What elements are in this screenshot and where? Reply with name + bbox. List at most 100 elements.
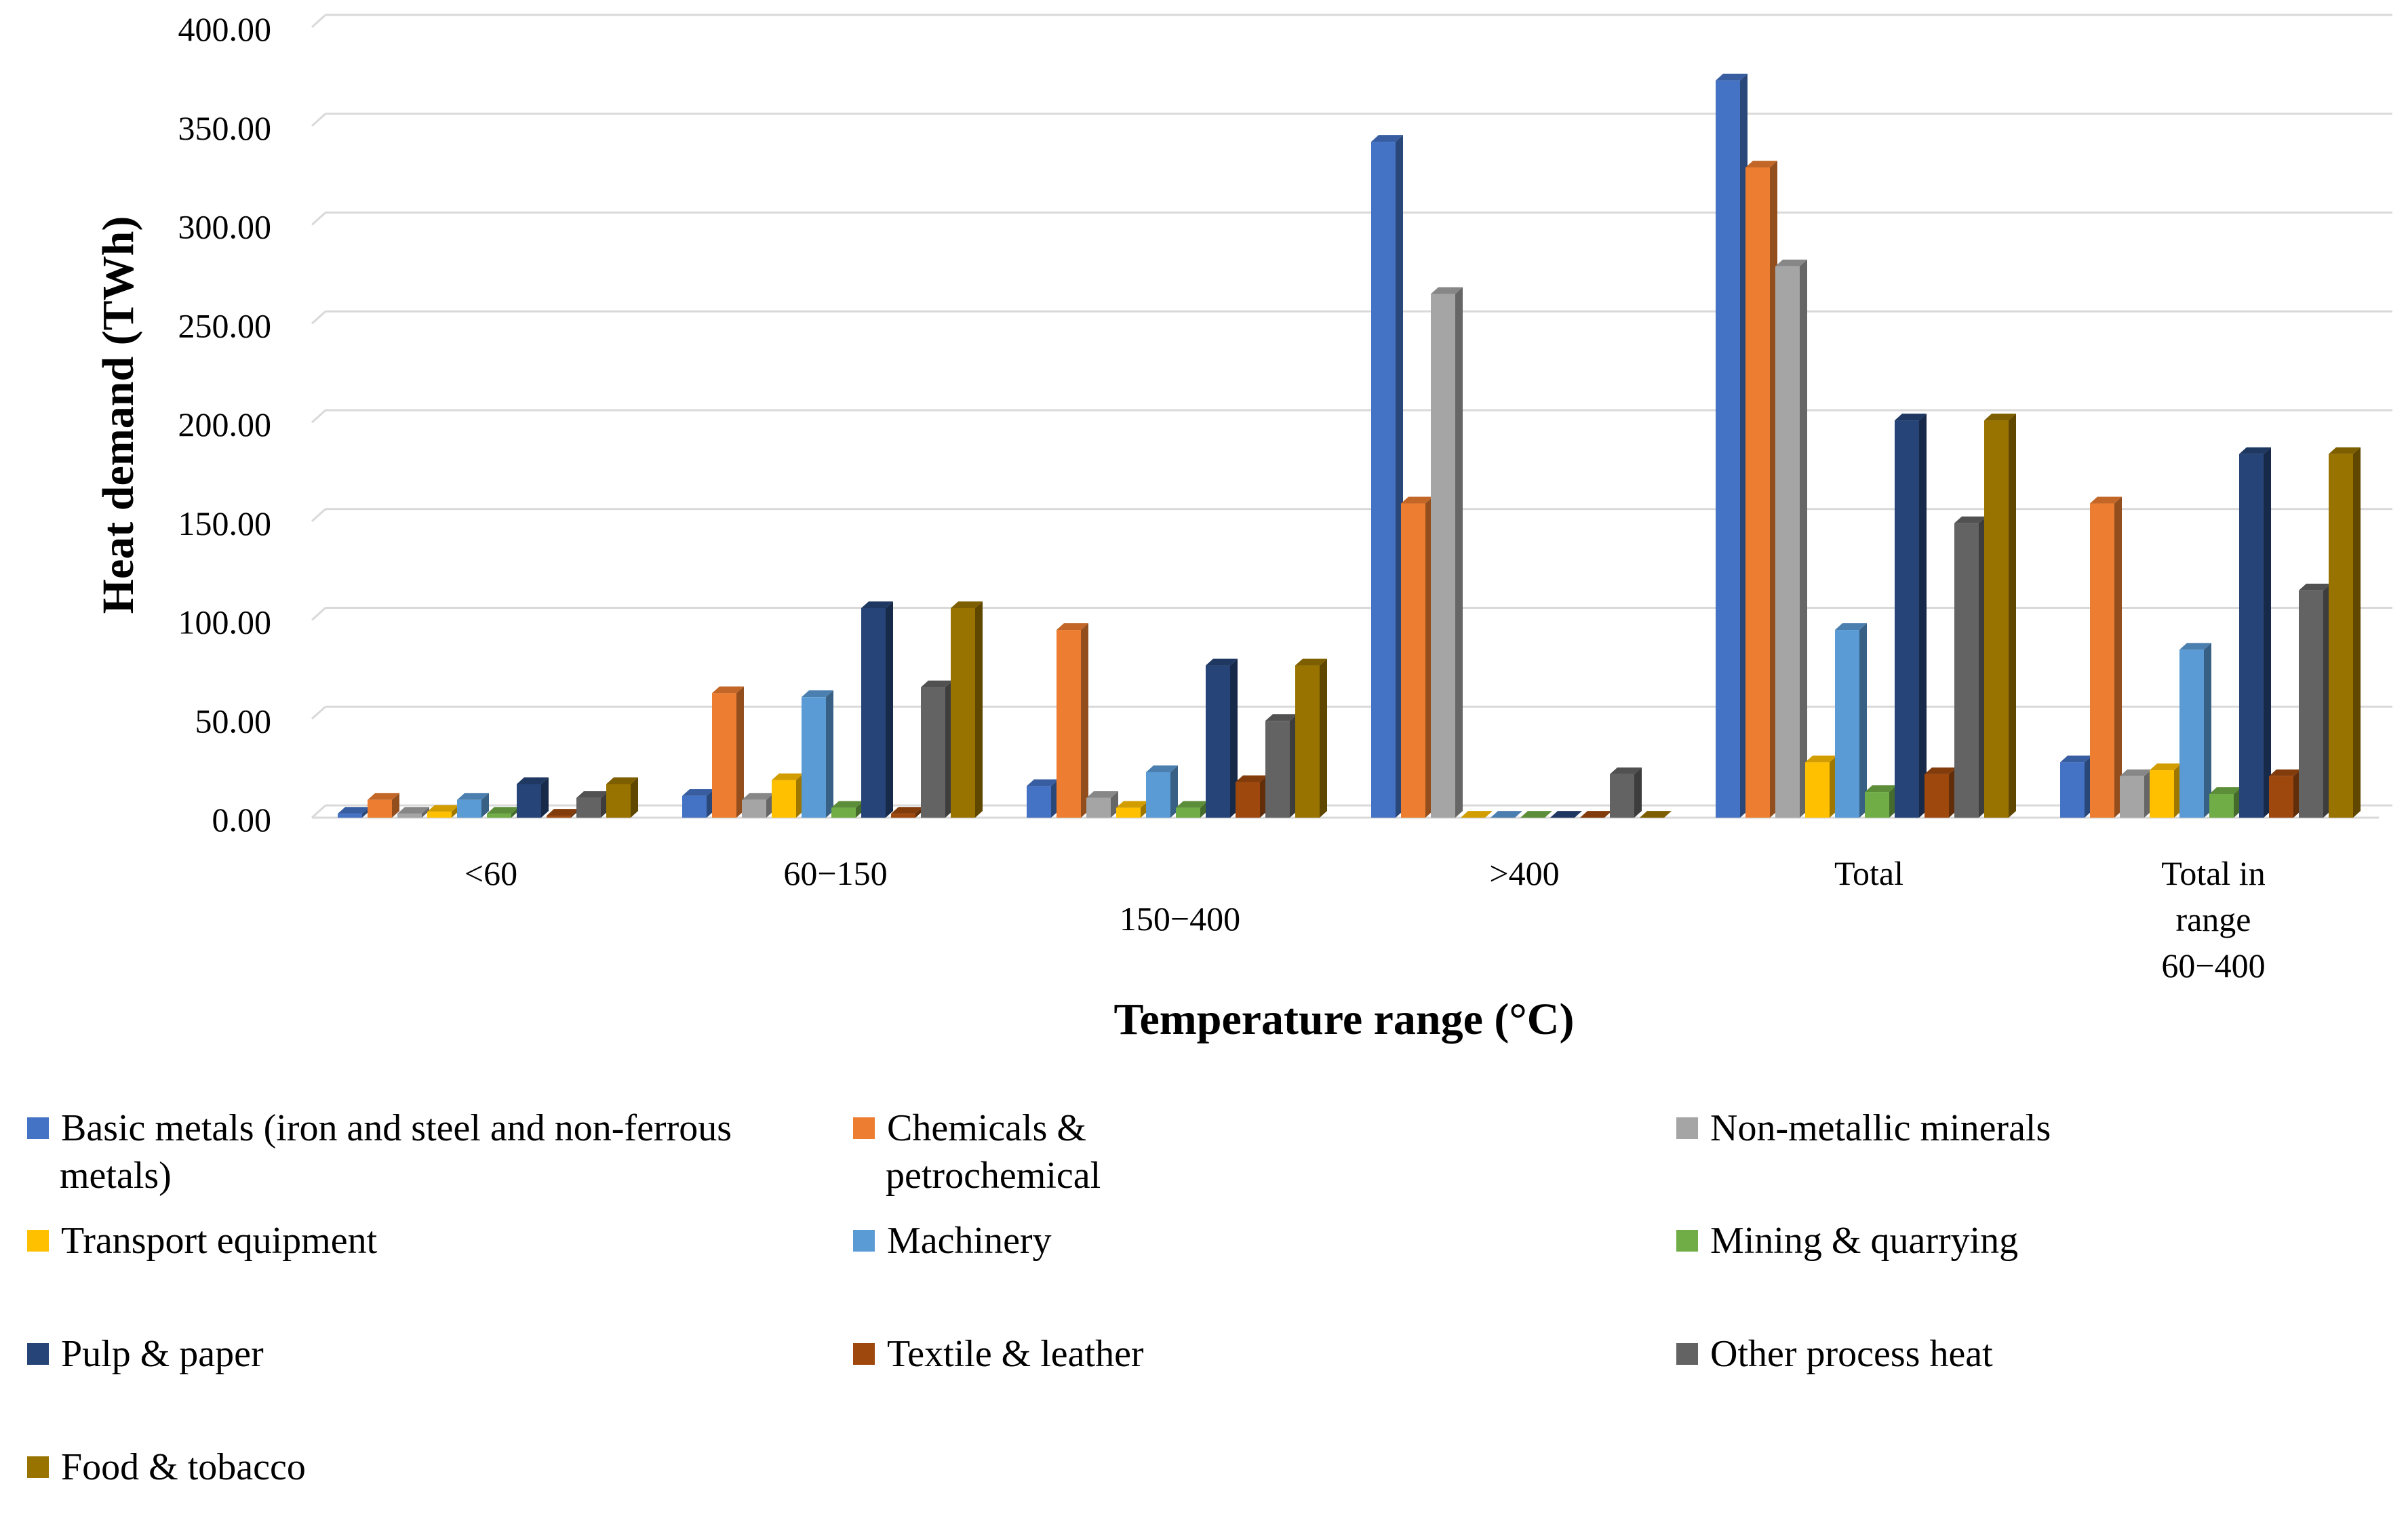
- bar: [2329, 447, 2361, 818]
- bar-side: [2204, 643, 2211, 818]
- bar-front: [2179, 650, 2204, 818]
- bar-top: [712, 686, 744, 694]
- bar: [1295, 658, 1327, 818]
- x-tick-label: range: [2175, 900, 2251, 938]
- bar-top: [2209, 787, 2241, 795]
- bar-top: [2239, 447, 2271, 454]
- legend-swatch: [27, 1230, 49, 1252]
- bar: [891, 807, 923, 818]
- bar-front: [712, 693, 736, 818]
- bar: [1865, 785, 1897, 818]
- bar-front: [1401, 503, 1425, 818]
- x-tick-label: 60−400: [2161, 946, 2265, 984]
- bar: [2150, 763, 2182, 818]
- bar: [1146, 765, 1178, 818]
- legend-swatch: [853, 1117, 875, 1139]
- bar: [1461, 811, 1493, 818]
- bar-top: [1265, 714, 1297, 721]
- bar-top: [891, 807, 923, 814]
- bar-side: [541, 777, 549, 818]
- bar-front: [742, 799, 766, 818]
- bar: [1401, 496, 1433, 818]
- bar-top: [397, 807, 429, 814]
- bar-top: [2329, 447, 2361, 454]
- bar-side: [1170, 765, 1178, 818]
- bar: [1580, 811, 1612, 818]
- bar-side: [1634, 767, 1642, 818]
- bar-top: [1716, 73, 1748, 81]
- gridline-slant: [311, 14, 327, 28]
- bar-front: [921, 687, 945, 818]
- bar: [1520, 811, 1552, 818]
- bar-top: [1835, 623, 1867, 631]
- bar-front: [2060, 762, 2085, 818]
- bar: [457, 793, 489, 818]
- bar-side: [1320, 658, 1327, 818]
- legend-label: Other process heat: [1710, 1333, 1993, 1375]
- bar-top: [457, 793, 489, 800]
- bar-side: [1859, 623, 1867, 818]
- bar-front: [2090, 503, 2114, 818]
- bar-side: [1800, 259, 1807, 818]
- bar: [547, 809, 578, 818]
- bar-front: [1265, 721, 1290, 818]
- bar: [1805, 755, 1837, 818]
- bar-front: [1116, 807, 1141, 818]
- legend-item: Mining & quarrying: [1676, 1220, 2018, 1262]
- bar-side: [392, 793, 399, 818]
- bar-front: [1371, 142, 1396, 818]
- legend-item: Food & tobacco: [27, 1446, 306, 1488]
- bars: [338, 73, 2361, 818]
- gridline-slant: [311, 311, 327, 325]
- y-axis-title: Heat demand (TWh): [94, 216, 143, 614]
- bar: [2120, 769, 2152, 818]
- bar-top: [427, 805, 459, 812]
- bar-top: [1146, 765, 1178, 772]
- bar: [1984, 414, 2016, 818]
- legend-label: Machinery: [887, 1220, 1052, 1262]
- bar-top: [831, 801, 863, 808]
- bar: [1716, 73, 1748, 818]
- bar-top: [1895, 414, 1927, 421]
- bar: [1954, 516, 1986, 818]
- bar-front: [338, 814, 362, 818]
- bar: [1640, 811, 1672, 818]
- gridline-slant: [311, 508, 327, 522]
- bar-front: [802, 697, 826, 818]
- x-axis-title: Temperature range (°C): [1114, 995, 1575, 1044]
- bar-front: [606, 784, 631, 818]
- bar-top: [742, 793, 774, 800]
- bar-front: [2269, 776, 2293, 818]
- gridline-slant: [311, 409, 327, 424]
- legend-item: Pulp & paper: [27, 1333, 264, 1375]
- bar-top: [2179, 643, 2211, 650]
- bar-top: [861, 601, 893, 609]
- bar-front: [1716, 80, 1740, 818]
- bar: [2179, 643, 2211, 818]
- bar-side: [736, 686, 744, 818]
- y-axis-ticks: 0.00 50.00 100.00 150.00 200.00 250.00 300.00 3…: [178, 10, 272, 839]
- legend-label: Basic metals (iron and steel and non-fer…: [61, 1107, 732, 1149]
- bar: [2299, 583, 2331, 818]
- bar-side: [2264, 447, 2271, 818]
- legend-label: Mining & quarrying: [1710, 1220, 2018, 1262]
- bar-top: [1805, 755, 1837, 763]
- bar-top: [1206, 658, 1238, 666]
- y-tick-label: 0.00: [212, 801, 272, 839]
- bar-side: [2114, 496, 2122, 818]
- bar: [2239, 447, 2271, 818]
- bar-front: [772, 780, 796, 818]
- x-tick-label: Total in: [2161, 854, 2265, 892]
- bar-side: [975, 601, 983, 818]
- bar: [2090, 496, 2122, 818]
- bar-front: [397, 814, 422, 818]
- legend-item: Transport equipment: [27, 1220, 378, 1262]
- y-tick-label: 150.00: [178, 504, 272, 542]
- bar-top: [1865, 785, 1897, 793]
- y-tick-label: 100.00: [178, 603, 272, 641]
- bar: [517, 777, 549, 818]
- bar-top: [1461, 811, 1493, 818]
- bar-top: [547, 809, 578, 816]
- bar: [1835, 623, 1867, 818]
